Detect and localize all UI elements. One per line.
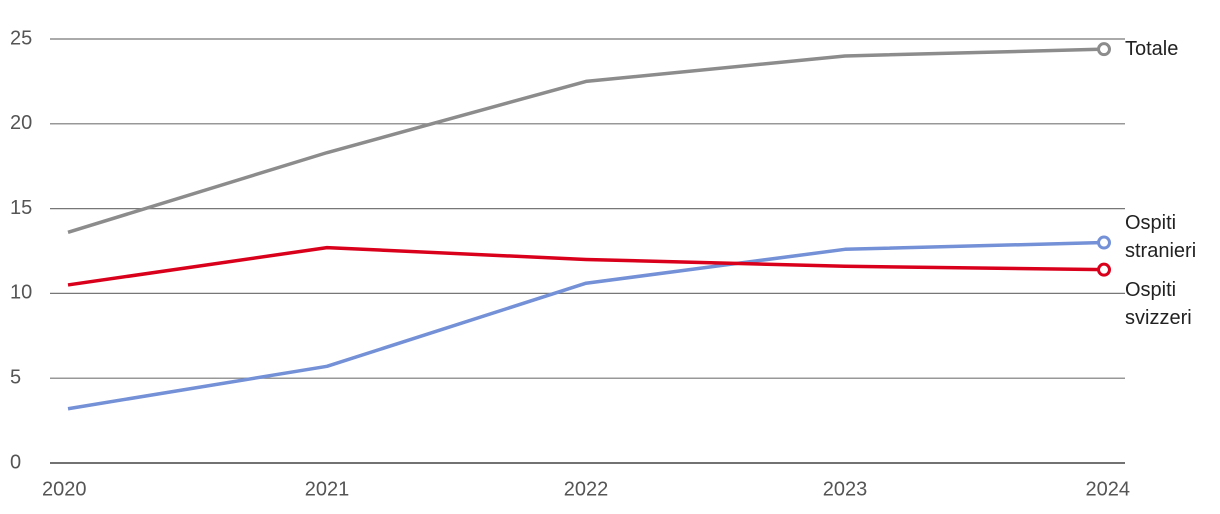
y-tick-label: 25: [10, 27, 32, 49]
end-marker: [1097, 262, 1111, 277]
x-tick-label: 2024: [1086, 478, 1131, 500]
series-label: Ospiti svizzeri: [1125, 278, 1192, 329]
y-tick-label: 0: [10, 451, 21, 473]
x-tick-label: 2022: [564, 478, 609, 500]
y-tick-label: 20: [10, 112, 32, 134]
end-marker: [1097, 42, 1111, 57]
y-tick-label: 15: [10, 197, 32, 219]
y-tick-label: 10: [10, 282, 32, 304]
series-line: [67, 47, 1105, 235]
end-marker: [1097, 235, 1111, 250]
series-label: Totale: [1125, 38, 1179, 61]
x-tick-label: 2020: [42, 478, 87, 500]
series-line: [67, 240, 1105, 411]
series-line: [67, 245, 1105, 287]
series-label: Ospiti stranieri: [1125, 211, 1197, 262]
x-tick-label: 2023: [823, 478, 868, 500]
y-tick-label: 5: [10, 366, 21, 388]
x-tick-label: 2021: [305, 478, 350, 500]
